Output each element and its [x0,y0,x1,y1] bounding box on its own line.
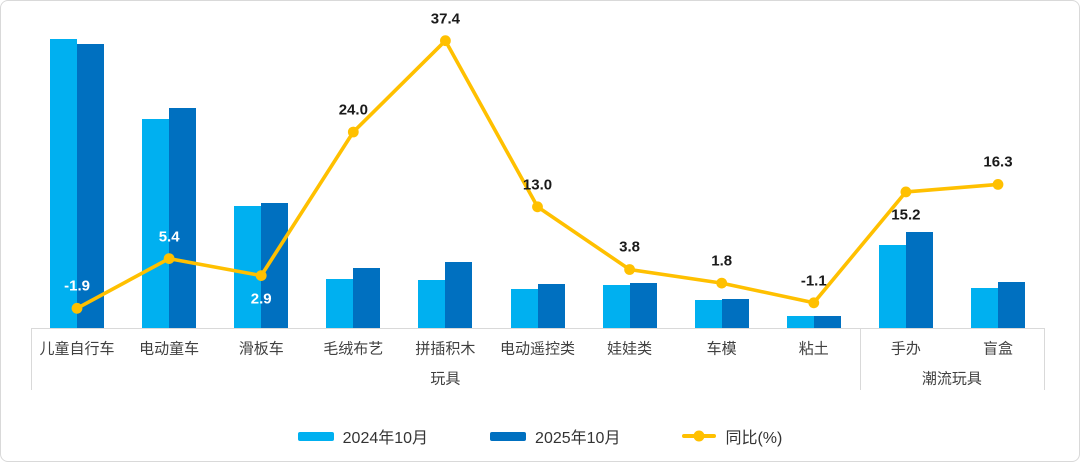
category-group-label-1: 潮流玩具 [921,370,982,388]
category-label-3: 毛绒布艺 [323,340,384,358]
legend-label-yoy: 同比(%) [725,430,783,447]
bar-2024-7 [694,299,722,328]
bar-2024-6 [602,284,630,328]
yoy-value-label-4: 37.4 [430,10,461,28]
category-label-10: 盲盒 [982,340,1013,358]
category-axis-line [31,328,1044,329]
yoy-value-label-1: 5.4 [158,228,180,246]
category-label-6: 娃娃类 [607,340,653,358]
legend: 2024年10月 2025年10月 同比(%) [1,425,1079,447]
category-label-0: 儿童自行车 [39,340,115,358]
category-label-9: 手办 [890,340,921,358]
yoy-value-label-2: 2.9 [250,290,272,308]
category-label-1: 电动童车 [139,340,200,358]
bar-2025-7 [721,299,749,328]
axis-group-divider [31,328,32,390]
bar-2024-9 [878,245,906,328]
category-label-5: 电动遥控类 [499,340,576,358]
category-group-label-0: 玩具 [430,370,461,388]
legend-label-2025: 2025年10月 [535,430,621,447]
bar-2024-3 [326,279,354,328]
bar-2024-4 [418,279,446,328]
yoy-value-label-9: 15.2 [891,206,921,224]
bar-2025-1 [169,107,197,328]
bar-2024-2 [234,206,262,328]
bar-2025-4 [445,261,473,328]
bar-2025-3 [353,267,381,328]
bar-2024-1 [142,119,170,328]
category-label-8: 粘土 [798,340,829,358]
bar-2025-8 [813,315,841,328]
legend-item-2025: 2025年10月 [490,424,620,448]
legend-label-2024: 2024年10月 [342,430,429,447]
bar-2025-5 [537,283,565,328]
bar-2025-6 [629,283,657,328]
legend-swatch-2025 [490,431,527,441]
category-label-2: 滑板车 [238,340,284,358]
bar-2024-10 [970,288,998,328]
bar-2024-8 [786,315,814,328]
yoy-value-label-3: 24.0 [338,101,368,119]
bar-2024-5 [510,288,538,328]
axis-group-divider [859,328,861,390]
yoy-value-label-8: -1.1 [800,272,827,290]
legend-swatch-2024 [297,431,334,441]
legend-item-yoy: 同比(%) [682,424,782,448]
yoy-value-label-6: 3.8 [619,238,641,256]
legend-line-icon [682,430,717,442]
category-label-7: 车模 [706,340,737,358]
bar-2024-0 [50,39,78,328]
yoy-value-label-0: -1.9 [64,277,90,295]
bar-2025-9 [905,232,933,328]
bar-2025-10 [997,281,1025,328]
bar-2025-2 [261,202,289,328]
yoy-value-label-10: 16.3 [983,153,1013,171]
yoy-value-label-5: 13.0 [522,176,553,194]
legend-item-2024: 2024年10月 [297,424,429,448]
axis-group-divider [1044,328,1045,390]
yoy-value-label-7: 1.8 [711,252,733,270]
category-label-4: 拼插积木 [415,340,476,358]
